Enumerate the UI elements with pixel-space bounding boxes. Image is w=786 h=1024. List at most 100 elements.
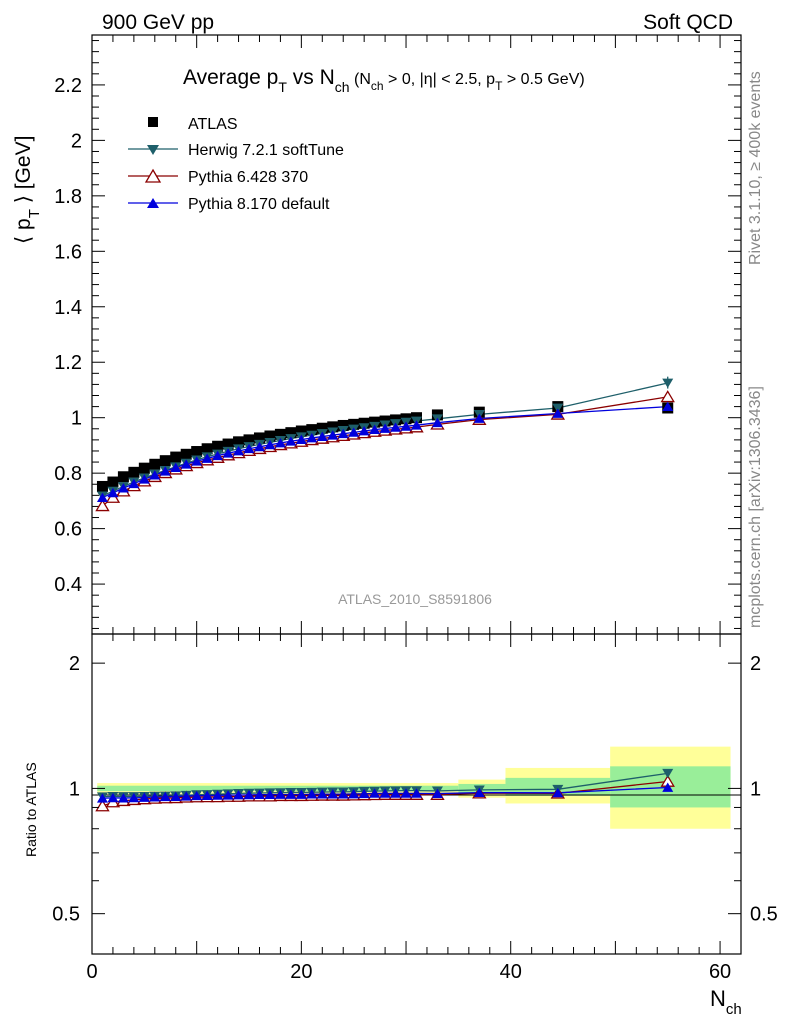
data-point-pythia8	[274, 437, 286, 448]
data-point-pythia8	[358, 426, 370, 436]
legend-label-atlas: ATLAS	[188, 116, 238, 133]
x-tick-label: 20	[290, 961, 312, 983]
data-point-pythia8	[212, 450, 224, 461]
legend-marker-pythia6	[144, 168, 162, 183]
data-point-atlas	[264, 430, 276, 442]
ratio-point-pythia8	[212, 790, 224, 800]
ratio-plot-frame	[91, 633, 742, 955]
data-point-pythia8	[264, 439, 276, 450]
ratio-point-pythia8	[411, 788, 422, 798]
data-point-atlas	[243, 434, 255, 446]
ratio-point-pythia8	[285, 789, 297, 799]
header-right: Soft QCD	[643, 11, 733, 34]
data-point-atlas	[180, 448, 192, 460]
legend-marker-herwig	[147, 145, 159, 155]
main-plot-panel: 0.4 0.6 0.8 1 1.2 1.4 1.6 1.8 2 2.2 ATLAS_2010_S8…	[12, 34, 742, 635]
ratio-plot-panel: 0.5 0.5 1 1 2 2 0 20 40 60 Ratio to ATLAS Nch	[23, 633, 778, 1018]
data-point-atlas	[233, 436, 245, 448]
ratio-point-pythia8	[400, 788, 412, 798]
data-point-pythia8	[149, 470, 161, 480]
ratio-y-tick-label-right: 0.5	[750, 904, 778, 926]
ratio-point-pythia8	[128, 792, 140, 803]
data-point-pythia8	[390, 422, 402, 432]
data-point-atlas	[149, 458, 161, 470]
plot-title: Average pT vs Nch (Nch > 0, |η| < 2.5, p…	[183, 66, 585, 95]
rivet-label: Rivet 3.1.10, ≥ 400k events	[747, 71, 764, 265]
y-tick-label: 1.8	[54, 186, 82, 208]
data-point-pythia8	[138, 474, 150, 484]
ratio-point-herwig	[662, 768, 674, 779]
ratio-point-pythia8	[191, 790, 203, 801]
ratio-point-pythia8	[233, 790, 245, 800]
data-point-pythia8	[117, 483, 129, 493]
legend-marker-pythia8	[147, 198, 159, 208]
x-tick-label: 0	[86, 961, 97, 983]
ratio-point-pythia8	[264, 789, 276, 800]
ratio-point-pythia6	[95, 799, 110, 812]
data-point-atlas	[285, 427, 297, 439]
data-point-pythia8	[327, 430, 339, 440]
data-point-pythia8	[662, 401, 674, 412]
legend-item-atlas: ATLAS	[148, 116, 238, 133]
data-point-pythia8	[180, 459, 192, 469]
data-point-pythia8	[473, 413, 485, 423]
ratio-point-pythia8	[180, 791, 192, 801]
legend-item-pythia6: Pythia 6.428 370	[128, 168, 308, 186]
data-point-pythia6	[660, 390, 675, 403]
data-point-pythia8	[128, 478, 140, 489]
ratio-y-tick-label-left: 2	[69, 653, 80, 675]
ratio-y-tick-label-left: 1	[69, 778, 80, 800]
y-tick-label: 2	[71, 130, 82, 152]
x-tick-label: 40	[500, 961, 522, 983]
data-point-atlas	[191, 446, 203, 458]
data-point-atlas	[107, 476, 119, 488]
legend-item-herwig: Herwig 7.2.1 softTune	[128, 142, 344, 159]
ratio-y-tick-label-right: 1	[750, 778, 761, 800]
data-point-atlas	[316, 422, 328, 434]
ratio-point-pythia8	[390, 788, 402, 798]
ratio-point-pythia8	[348, 788, 360, 799]
data-point-atlas	[253, 432, 265, 444]
y-tick-label: 1.4	[54, 297, 82, 319]
ratio-y-tick-labels: 0.5 0.5 1 1 2 2	[52, 653, 778, 926]
ratio-point-pythia8	[358, 788, 370, 799]
series-line-herwig	[102, 382, 668, 497]
legend-marker-atlas	[148, 117, 158, 127]
ratio-point-pythia8	[431, 788, 443, 798]
data-point-pythia8	[379, 423, 391, 433]
data-point-pythia8	[201, 453, 213, 463]
y-tick-label: 1.2	[54, 352, 82, 374]
ratio-point-pythia8	[316, 789, 328, 799]
ratio-point-pythia8	[222, 790, 234, 800]
legend-label-herwig: Herwig 7.2.1 softTune	[188, 142, 344, 159]
ratio-point-pythia8	[149, 792, 161, 802]
ratio-point-pythia8	[170, 791, 182, 801]
data-point-atlas	[201, 443, 213, 455]
data-point-atlas	[222, 438, 234, 450]
mcplots-label: mcplots.cern.ch [arXiv:1306.3436]	[747, 386, 764, 628]
ratio-point-pythia8	[327, 789, 339, 799]
data-point-pythia6	[95, 499, 110, 512]
ratio-point-pythia8	[96, 793, 108, 803]
data-point-pythia8	[191, 456, 203, 466]
y-tick-label: 1.6	[54, 241, 82, 263]
y-axis-label: ⟨ pT ⟩ [GeV]	[12, 136, 43, 244]
data-point-atlas	[96, 480, 108, 492]
ratio-point-pythia8	[337, 789, 349, 799]
data-point-pythia8	[107, 487, 119, 498]
ratio-point-pythia8	[117, 793, 129, 803]
data-point-pythia8	[96, 492, 108, 502]
y-tick-label: 0.8	[54, 463, 82, 485]
data-point-pythia8	[552, 408, 564, 418]
data-point-pythia8	[411, 420, 422, 430]
data-point-herwig	[552, 403, 564, 413]
data-point-pythia8	[170, 462, 182, 473]
data-point-pythia8	[253, 441, 265, 452]
data-point-atlas	[348, 418, 360, 430]
y-tick-label: 1	[71, 408, 82, 430]
data-point-atlas	[358, 417, 370, 429]
data-point-pythia8	[222, 448, 234, 458]
ratio-axis-ticks	[91, 634, 742, 954]
data-point-atlas	[327, 421, 339, 433]
ratio-point-pythia8	[552, 787, 564, 798]
